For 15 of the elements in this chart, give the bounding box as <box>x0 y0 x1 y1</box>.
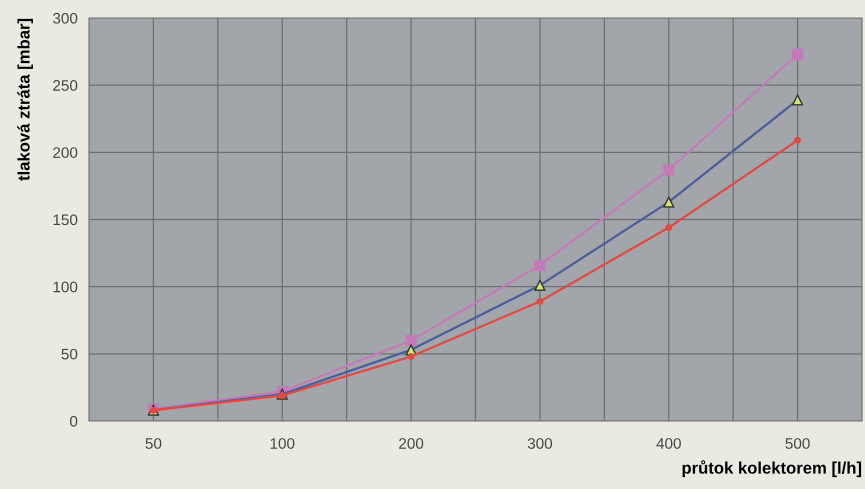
x-tick-label: 200 <box>399 438 424 449</box>
y-tick-label: 250 <box>53 80 78 91</box>
x-axis-title: průtok kolektorem [l/h] <box>682 460 862 478</box>
y-tick-label: 100 <box>54 282 78 292</box>
x-tick-label: 500 <box>785 438 810 449</box>
y-tick-label: 50 <box>62 348 78 360</box>
y-tick-label: 150 <box>54 214 78 226</box>
y-tick-label: 0 <box>70 416 78 427</box>
y-tick-label: 200 <box>53 147 78 158</box>
y-axis-title: tlaková ztráta [mbar] <box>17 18 33 181</box>
x-tick-label: 50 <box>146 438 162 449</box>
x-tick-label: 100 <box>270 438 294 449</box>
x-tick-label: 400 <box>656 438 681 449</box>
x-tick-label: 300 <box>528 438 552 449</box>
y-tick-label: 300 <box>52 12 78 24</box>
